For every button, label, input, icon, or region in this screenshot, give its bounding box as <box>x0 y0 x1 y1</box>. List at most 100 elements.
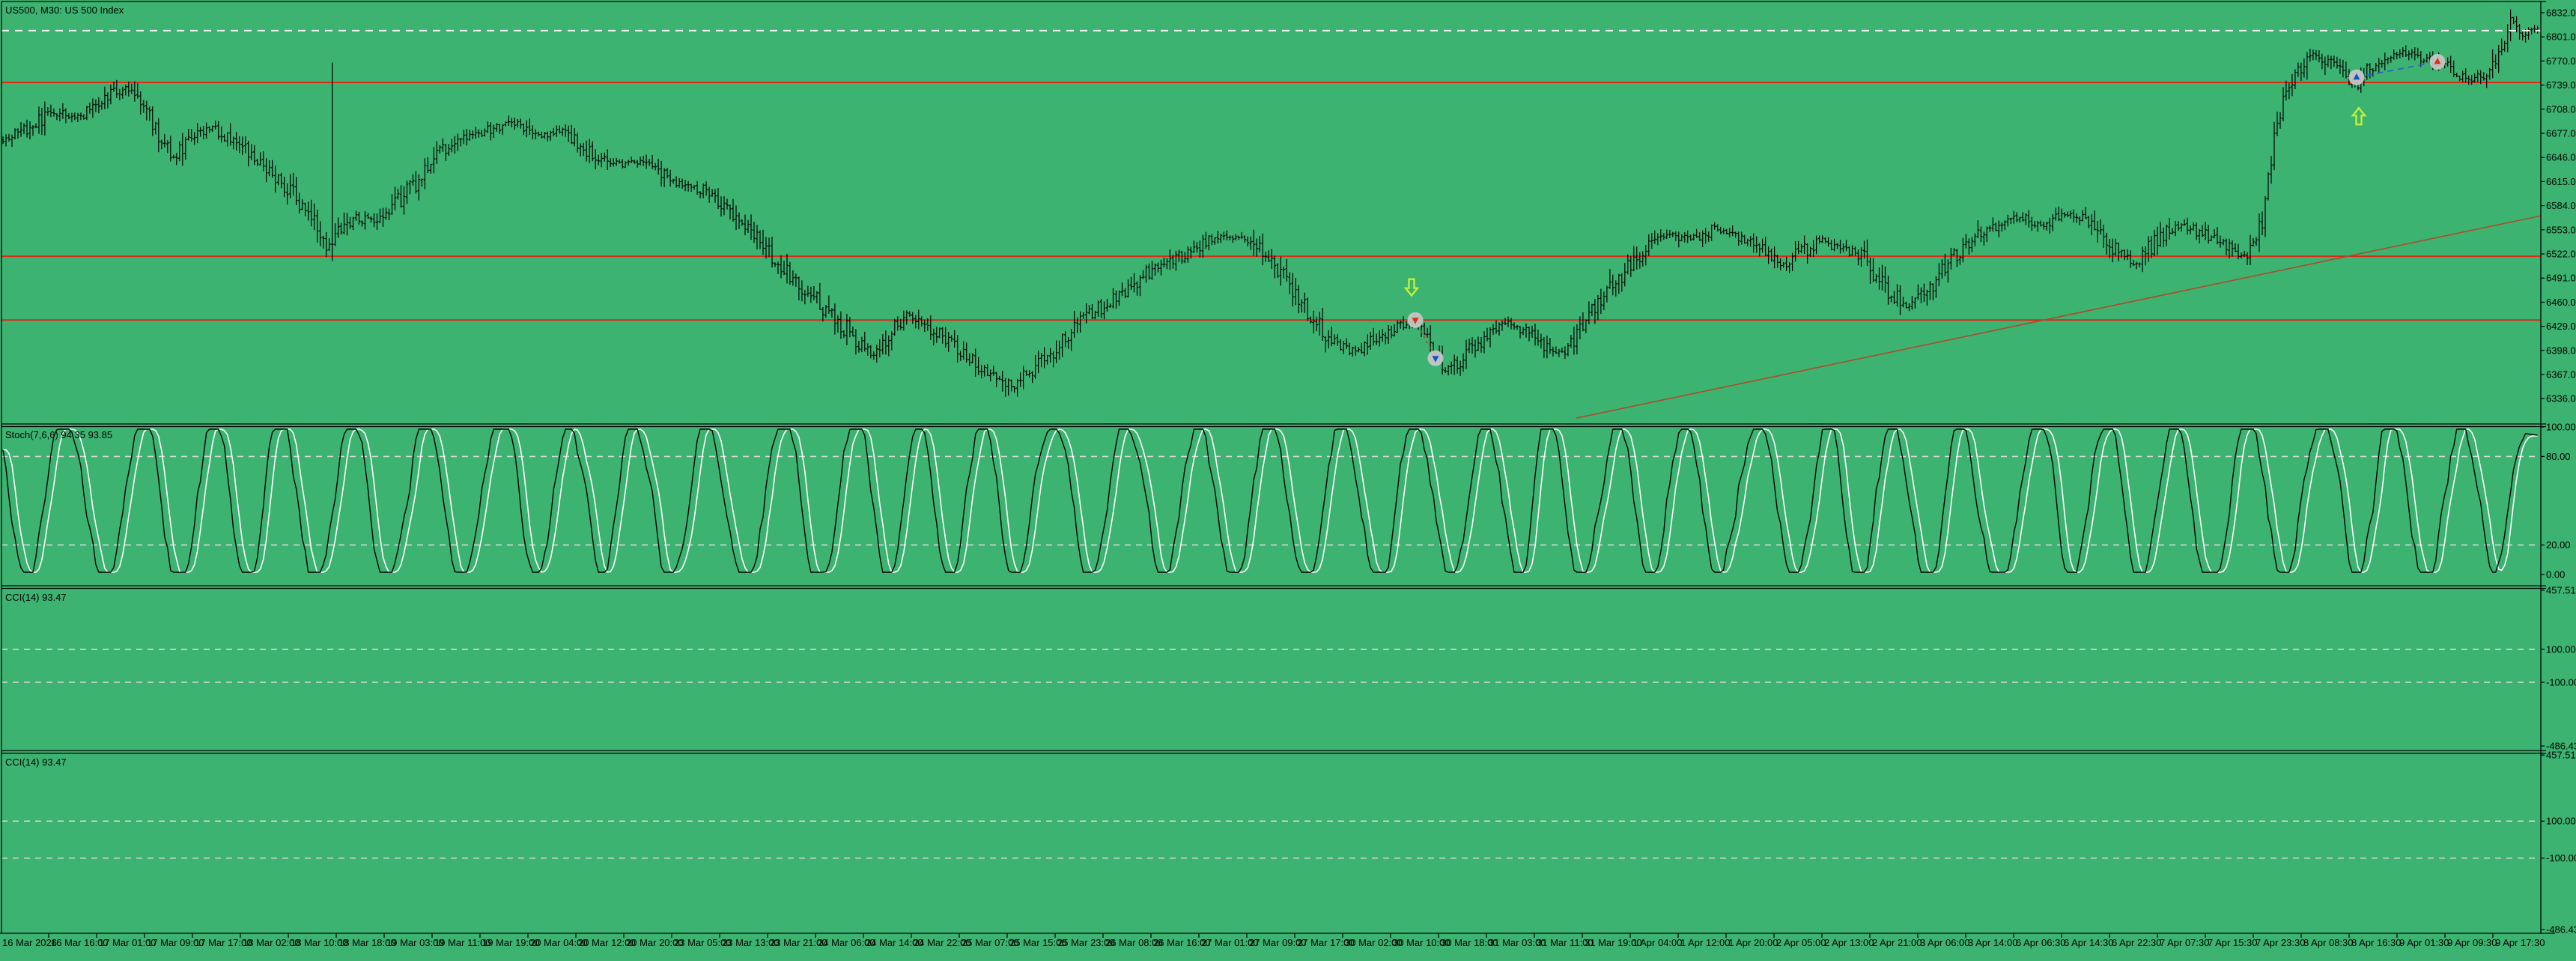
stoch-axis-label: 100.00 <box>2546 422 2576 433</box>
cci1-indicator-label: CCI(14) 93.47 <box>5 592 67 603</box>
stoch-indicator-label: Stoch(7,6,6) 94.35 93.85 <box>5 429 113 440</box>
time-axis-label: 30 Mar 02:00 <box>1345 937 1403 948</box>
price-axis-label: 6553.0 <box>2546 224 2576 235</box>
time-axis-label: 25 Mar 23:00 <box>1057 937 1115 948</box>
cci2-axis-label: 100.00 <box>2546 816 2576 827</box>
cci1-axis-label: -486.43 <box>2546 741 2576 752</box>
price-axis-label: 6708.0 <box>2546 103 2576 115</box>
price-axis-label: 6739.0 <box>2546 79 2576 91</box>
stochastic-panel[interactable] <box>1 426 2541 586</box>
time-axis-label: 2 Apr 05:00 <box>1776 937 1826 948</box>
time-axis-label: 23 Mar 13:00 <box>722 937 780 948</box>
stoch-axis-label: 0.00 <box>2546 569 2565 580</box>
cci2-axis-label: 457.51 <box>2546 750 2576 761</box>
time-axis-label: 23 Mar 05:00 <box>674 937 732 948</box>
time-axis-label: 31 Mar 19:00 <box>1585 937 1642 948</box>
price-axis-label: 6584.0 <box>2546 200 2576 211</box>
time-axis-label: 17 Mar 17:00 <box>195 937 252 948</box>
time-axis-label: 18 Mar 18:00 <box>338 937 396 948</box>
sell-exit-marker-arrow-icon <box>1432 356 1439 363</box>
buy-entry-marker-arrow-icon <box>2353 73 2360 80</box>
time-axis-label: 7 Apr 07:30 <box>2160 937 2210 948</box>
time-axis-label: 2 Apr 21:00 <box>1872 937 1922 948</box>
time-axis-label: 6 Apr 06:30 <box>2016 937 2066 948</box>
cci1-axis-label: 100.00 <box>2546 643 2576 655</box>
time-axis-label: 1 Apr 12:00 <box>1680 937 1731 948</box>
time-axis-label: 2 Apr 13:00 <box>1824 937 1874 948</box>
time-axis-label: 16 Mar 2026 <box>2 937 57 948</box>
time-axis-label: 25 Mar 07:00 <box>962 937 1019 948</box>
stoch-main-line <box>2 428 2538 573</box>
time-axis-label: 20 Mar 20:00 <box>626 937 684 948</box>
time-axis-label: 7 Apr 23:30 <box>2255 937 2306 948</box>
cci-panel-2[interactable] <box>1 753 2541 933</box>
time-axis-label: 18 Mar 10:00 <box>291 937 348 948</box>
time-axis-label: 25 Mar 15:00 <box>1009 937 1067 948</box>
price-axis-label: 6770.0 <box>2546 55 2576 67</box>
time-axis-label: 26 Mar 16:00 <box>1153 937 1211 948</box>
price-axis-label: 6367.0 <box>2546 369 2576 381</box>
time-axis-label: 19 Mar 19:00 <box>482 937 540 948</box>
time-axis-label: 7 Apr 15:30 <box>2208 937 2258 948</box>
stoch-signal-line <box>3 428 2538 573</box>
time-axis-label: 20 Mar 04:00 <box>530 937 588 948</box>
time-axis-label: 9 Apr 17:30 <box>2495 937 2545 948</box>
price-axis-label: 6832.0 <box>2546 7 2576 19</box>
time-axis-label: 27 Mar 09:00 <box>1249 937 1307 948</box>
price-axis-label: 6801.0 <box>2546 31 2576 43</box>
time-axis-label: 30 Mar 18:00 <box>1441 937 1498 948</box>
time-axis-label: 3 Apr 06:00 <box>1920 937 1970 948</box>
time-axis-label: 24 Mar 06:00 <box>818 937 875 948</box>
time-axis-label: 1 Apr 20:00 <box>1728 937 1778 948</box>
cci2-axis-label: -486.43 <box>2546 924 2576 936</box>
time-axis-label: 17 Mar 01:00 <box>99 937 157 948</box>
time-axis-label: 9 Apr 01:30 <box>2399 937 2449 948</box>
price-axis-label: 6336.0 <box>2546 393 2576 404</box>
sell-entry-marker-arrow-icon <box>1412 318 1419 324</box>
signal-up-arrow-icon <box>2351 106 2367 126</box>
price-axis-label: 6615.0 <box>2546 176 2576 187</box>
price-axis-label: 6491.0 <box>2546 273 2576 284</box>
price-axis-label: 6522.0 <box>2546 249 2576 260</box>
time-axis-label: 6 Apr 14:30 <box>2064 937 2114 948</box>
time-axis-label: 26 Mar 08:00 <box>1105 937 1163 948</box>
time-axis-label: 27 Mar 17:00 <box>1297 937 1355 948</box>
time-axis-label: 23 Mar 21:00 <box>770 937 827 948</box>
time-axis-label: 27 Mar 01:00 <box>1201 937 1259 948</box>
time-axis-label: 31 Mar 03:00 <box>1489 937 1546 948</box>
price-axis-label: 6677.0 <box>2546 128 2576 139</box>
time-axis-label: 19 Mar 11:00 <box>434 937 491 948</box>
time-axis-label: 24 Mar 22:00 <box>914 937 971 948</box>
time-axis-label: 19 Mar 03:00 <box>386 937 444 948</box>
price-axis-label: 6460.0 <box>2546 297 2576 308</box>
time-axis-label: 18 Mar 02:00 <box>243 937 300 948</box>
cci2-axis-label: -100.00 <box>2546 852 2576 864</box>
time-axis-label: 3 Apr 14:00 <box>1968 937 2018 948</box>
time-axis-label: 16 Mar 16:00 <box>51 937 109 948</box>
buy-exit-marker-arrow-icon <box>2434 57 2441 64</box>
time-axis-label: 8 Apr 08:30 <box>2303 937 2354 948</box>
time-axis-label: 30 Mar 10:00 <box>1393 937 1450 948</box>
time-axis-label: 1 Apr 04:00 <box>1632 937 1683 948</box>
buy-trade-connection-line <box>2356 61 2438 79</box>
cci-panel-1[interactable] <box>1 588 2541 751</box>
chart-title: US500, M30: US 500 Index <box>5 4 124 16</box>
trendline[interactable] <box>1576 215 2542 419</box>
time-axis-label: 8 Apr 16:30 <box>2351 937 2402 948</box>
main-price-panel[interactable] <box>1 1 2541 424</box>
stoch-axis-label: 80.00 <box>2546 451 2571 462</box>
stoch-axis-label: 20.00 <box>2546 539 2571 551</box>
price-axis-label: 6646.0 <box>2546 152 2576 163</box>
price-axis-label: 6398.0 <box>2546 345 2576 356</box>
time-axis-label: 6 Apr 22:30 <box>2112 937 2162 948</box>
time-axis-label: 24 Mar 14:00 <box>866 937 923 948</box>
cci2-indicator-label: CCI(14) 93.47 <box>5 757 67 768</box>
time-axis-label: 17 Mar 09:00 <box>147 937 204 948</box>
time-axis-label: 31 Mar 11:00 <box>1537 937 1594 948</box>
cci1-axis-label: -100.00 <box>2546 676 2576 688</box>
time-axis-label: 9 Apr 09:30 <box>2447 937 2497 948</box>
time-axis-label: 20 Mar 12:00 <box>578 937 636 948</box>
